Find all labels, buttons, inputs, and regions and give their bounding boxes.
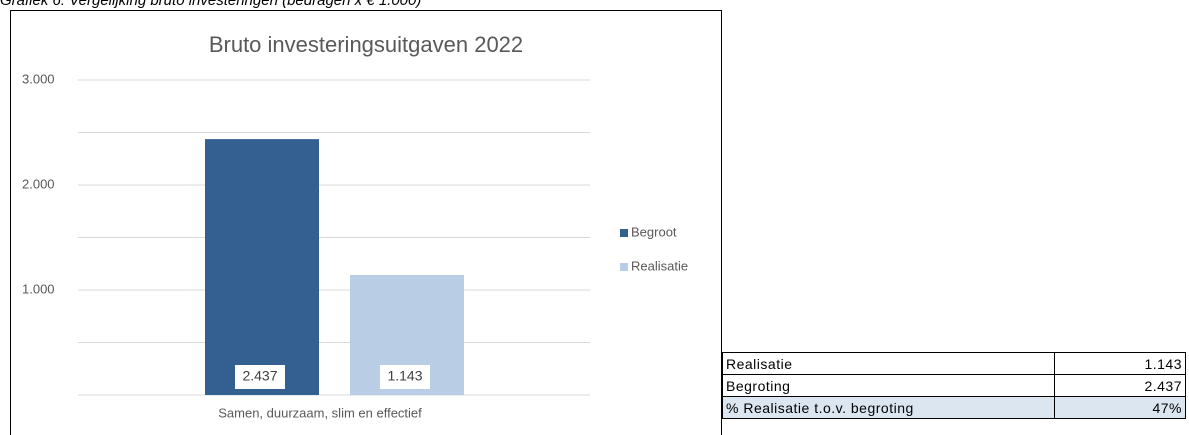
chart-title: Bruto investeringsuitgaven 2022 [209, 32, 523, 57]
table-cell: Realisatie [722, 352, 1055, 375]
y-tick-label: 2.000 [22, 176, 55, 191]
caption: Grafiek 6: Vergelijking bruto investerin… [0, 0, 422, 9]
table-cell: 2.437 [1054, 374, 1186, 397]
table-cell: 47% [1054, 396, 1186, 419]
summary-table: Realisatie 1.143 Begroting 2.437% Realisati… [722, 352, 1186, 419]
table-row: Begroting 2.437 [722, 374, 1186, 397]
table-body: Realisatie 1.143 Begroting 2.437% Realisati… [722, 352, 1186, 419]
table-row: % Realisatie t.o.v. begroting 47% [722, 396, 1186, 419]
y-tick-label: 1.000 [22, 281, 55, 296]
y-tick-label: 3.000 [22, 71, 55, 86]
legend-swatch [620, 229, 628, 237]
table-cell: 1.143 [1054, 352, 1186, 375]
table-row: Realisatie 1.143 [722, 352, 1186, 375]
data-label-box [235, 365, 285, 389]
data-label: 2.437 [242, 368, 277, 384]
data-label-box [380, 365, 430, 389]
legend-label: Realisatie [631, 258, 688, 273]
legend-swatch [620, 263, 628, 271]
legend-label: Begroot [631, 224, 677, 239]
x-tick-label: Samen, duurzaam, slim en effectief [218, 405, 422, 420]
bar [205, 139, 319, 395]
table-cell: Begroting [722, 374, 1055, 397]
table-cell: % Realisatie t.o.v. begroting [722, 396, 1055, 419]
data-label: 1.143 [387, 368, 422, 384]
